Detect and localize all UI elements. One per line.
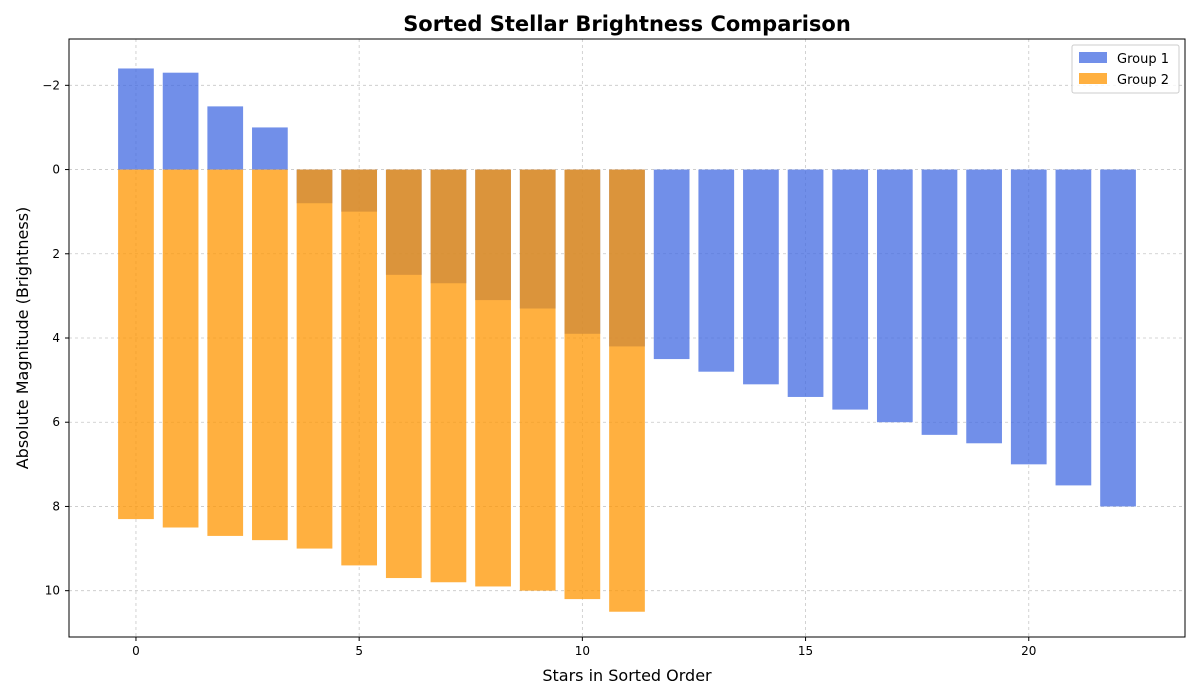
- x-tick-label: 5: [355, 644, 363, 658]
- y-tick-label: 6: [52, 415, 60, 429]
- legend-label-group-1: Group 1: [1117, 52, 1169, 67]
- bar-group-2: [430, 169, 467, 583]
- bar-group-1: [1010, 169, 1047, 465]
- bar-group-1: [698, 169, 735, 372]
- bar-group-1: [921, 169, 958, 435]
- legend: Group 1 Group 2: [1071, 44, 1180, 94]
- bar-group-2: [519, 169, 556, 591]
- x-tick-label: 20: [1021, 644, 1036, 658]
- bar-group-1: [832, 169, 869, 410]
- y-tick-label: 4: [52, 331, 60, 345]
- bar-group-1: [118, 68, 154, 170]
- bar-group-1: [653, 169, 690, 360]
- y-tick-label: 2: [52, 247, 60, 261]
- bar-group-2: [385, 169, 422, 579]
- bar-group-2: [162, 169, 199, 528]
- legend-label-group-2: Group 2: [1117, 73, 1169, 88]
- legend-swatch-group-2: [1079, 73, 1107, 84]
- bar-group-1: [252, 127, 288, 170]
- bars-layer: [118, 68, 1136, 612]
- bar-group-2: [118, 169, 154, 520]
- y-axis-label: Absolute Magnitude (Brightness): [13, 207, 32, 470]
- y-tick-label: −2: [42, 78, 60, 92]
- x-tick-label: 0: [132, 644, 140, 658]
- bar-group-2: [252, 169, 288, 541]
- bar-group-1: [787, 169, 824, 397]
- bar-group-2: [564, 169, 601, 600]
- x-axis-label: Stars in Sorted Order: [542, 666, 712, 685]
- bar-group-2: [207, 169, 244, 536]
- bar-group-1: [876, 169, 913, 423]
- y-axis: −2 0 2 4 6 8 10: [42, 78, 69, 598]
- bar-group-1: [207, 106, 244, 170]
- bar-group-1: [966, 169, 1002, 444]
- y-tick-label: 8: [52, 499, 60, 513]
- chart-title: Sorted Stellar Brightness Comparison: [403, 12, 851, 36]
- legend-swatch-group-1: [1079, 52, 1107, 63]
- x-tick-label: 10: [575, 644, 590, 658]
- bar-group-2: [475, 169, 511, 587]
- bar-group-2: [609, 169, 645, 612]
- bar-group-1: [162, 72, 199, 170]
- bar-group-2: [296, 169, 333, 549]
- x-tick-label: 15: [798, 644, 813, 658]
- y-tick-label: 0: [52, 163, 60, 177]
- bar-group-1: [1055, 169, 1092, 486]
- bar-group-2: [341, 169, 378, 566]
- y-tick-label: 10: [45, 584, 60, 598]
- x-axis: 0 5 10 15 20: [132, 637, 1036, 658]
- bar-group-1: [1100, 169, 1136, 507]
- bar-group-1: [743, 169, 779, 385]
